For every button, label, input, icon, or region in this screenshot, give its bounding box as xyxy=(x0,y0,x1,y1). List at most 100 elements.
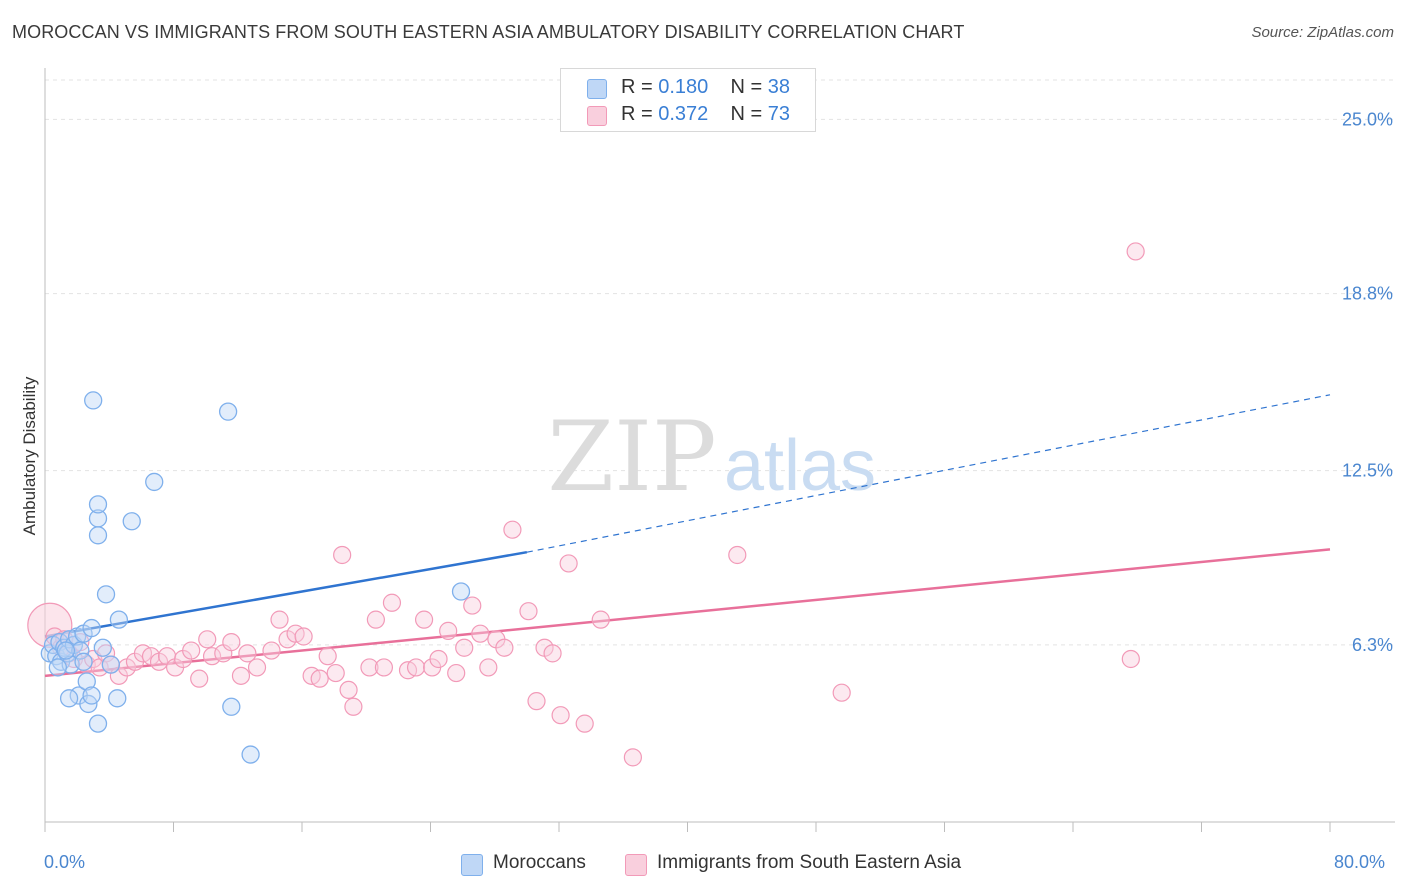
bottom-legend-label: Moroccans xyxy=(493,852,586,873)
source-label: Source: ZipAtlas.com xyxy=(1251,24,1394,41)
data-point-moroccans xyxy=(82,618,101,638)
data-point-immigrants xyxy=(429,649,448,669)
legend-swatch-blue xyxy=(461,854,483,876)
data-point-immigrants xyxy=(198,630,217,649)
axes xyxy=(44,68,1395,832)
legend-r-value: 0.180 xyxy=(658,76,709,98)
legend-n-value: 38 xyxy=(767,76,791,98)
data-point-moroccans xyxy=(74,652,93,671)
legend-n-value: 73 xyxy=(767,103,791,125)
data-point-moroccans xyxy=(145,472,164,492)
bottom-legend-label: Immigrants from South Eastern Asia xyxy=(657,852,962,873)
data-point-immigrants xyxy=(96,644,116,663)
data-point-immigrants xyxy=(238,644,257,663)
y-tick-label: 18.8% xyxy=(1342,284,1393,304)
data-point-immigrants xyxy=(382,593,402,612)
data-point-immigrants xyxy=(519,602,538,621)
data-point-moroccans xyxy=(88,509,108,528)
data-point-immigrants xyxy=(447,663,466,683)
data-point-immigrants xyxy=(471,624,490,643)
x-tick-label-min: 0.0% xyxy=(44,852,86,872)
trend-line-moroccans xyxy=(44,550,528,638)
data-point-immigrants xyxy=(495,638,514,657)
data-point-immigrants xyxy=(455,638,474,657)
data-point-immigrants xyxy=(310,669,329,688)
data-point-immigrants xyxy=(439,621,458,640)
data-point-immigrants xyxy=(222,633,241,652)
data-point-immigrants xyxy=(374,658,394,677)
data-point-immigrants xyxy=(247,658,267,677)
legend-n-label: N = xyxy=(730,76,768,98)
data-point-immigrants xyxy=(575,714,594,733)
data-point-immigrants xyxy=(503,520,522,539)
data-point-moroccans xyxy=(59,689,79,708)
legend-swatch-pink xyxy=(625,854,647,876)
data-point-immigrants xyxy=(318,647,337,666)
data-point-moroccans xyxy=(451,582,471,601)
watermark: ZIP atlas xyxy=(547,401,876,513)
data-point-moroccans xyxy=(84,391,103,410)
data-point-moroccans xyxy=(109,610,129,629)
y-tick-label: 12.5% xyxy=(1342,461,1393,481)
y-tick-labels: 6.3% 12.5% 18.8% 25.0% xyxy=(1342,109,1393,655)
data-point-moroccans xyxy=(82,686,101,705)
data-point-immigrants xyxy=(463,596,482,615)
y-tick-label: 6.3% xyxy=(1352,635,1393,655)
data-point-moroccans xyxy=(88,526,108,545)
data-point-immigrants xyxy=(231,666,251,685)
data-point-moroccans xyxy=(77,672,96,691)
data-point-immigrants xyxy=(262,641,281,660)
data-point-immigrants xyxy=(202,647,222,666)
trend-line-moroccans-extension xyxy=(526,394,1331,553)
legend-r-value: 0.372 xyxy=(658,103,709,125)
data-point-immigrants xyxy=(326,663,345,683)
data-points xyxy=(27,242,1145,767)
stats-legend: R = 0.180 N = 38 R = 0.372 N = 73 xyxy=(560,68,816,132)
y-tick-label: 25.0% xyxy=(1342,109,1393,129)
data-point-moroccans xyxy=(101,655,121,674)
data-point-immigrants xyxy=(527,692,546,711)
data-point-moroccans xyxy=(88,495,108,514)
data-point-moroccans xyxy=(218,402,238,421)
data-point-immigrants xyxy=(406,658,426,677)
data-point-immigrants xyxy=(414,610,434,629)
data-point-immigrants xyxy=(591,610,610,629)
data-point-immigrants xyxy=(190,669,209,688)
data-point-immigrants xyxy=(1126,242,1145,261)
watermark-zip: ZIP xyxy=(547,401,716,513)
data-point-immigrants xyxy=(182,641,201,660)
data-point-immigrants xyxy=(623,748,642,767)
data-point-immigrants xyxy=(543,644,562,663)
legend-r-label: R = xyxy=(621,103,659,125)
data-point-immigrants xyxy=(559,554,578,573)
data-point-immigrants xyxy=(551,706,570,725)
legend-swatch-pink xyxy=(587,106,607,126)
data-point-immigrants xyxy=(333,545,352,565)
data-point-moroccans xyxy=(108,689,127,708)
data-point-immigrants xyxy=(366,610,385,629)
legend-n-label: N = xyxy=(730,103,768,125)
data-point-immigrants xyxy=(344,697,363,716)
x-tick-label-max: 80.0% xyxy=(1334,852,1386,872)
data-point-moroccans xyxy=(56,641,76,660)
data-point-moroccans xyxy=(122,512,141,531)
watermark-atlas: atlas xyxy=(724,426,876,506)
data-point-moroccans xyxy=(241,745,260,764)
legend-swatch-blue xyxy=(587,79,607,99)
data-point-immigrants xyxy=(270,610,289,629)
data-point-moroccans xyxy=(222,697,241,716)
data-point-moroccans xyxy=(48,658,67,677)
data-point-immigrants xyxy=(360,658,379,677)
data-point-immigrants xyxy=(832,683,851,702)
grid-lines xyxy=(45,79,1395,646)
data-point-moroccans xyxy=(96,585,116,604)
data-point-moroccans xyxy=(93,638,112,657)
data-point-moroccans xyxy=(88,714,108,733)
trend-line-immigrants xyxy=(44,548,1331,678)
data-point-immigrants xyxy=(1121,649,1140,669)
data-point-immigrants xyxy=(479,658,498,677)
trend-lines xyxy=(44,394,1331,678)
data-point-immigrants xyxy=(728,545,747,565)
data-point-immigrants xyxy=(339,680,358,700)
